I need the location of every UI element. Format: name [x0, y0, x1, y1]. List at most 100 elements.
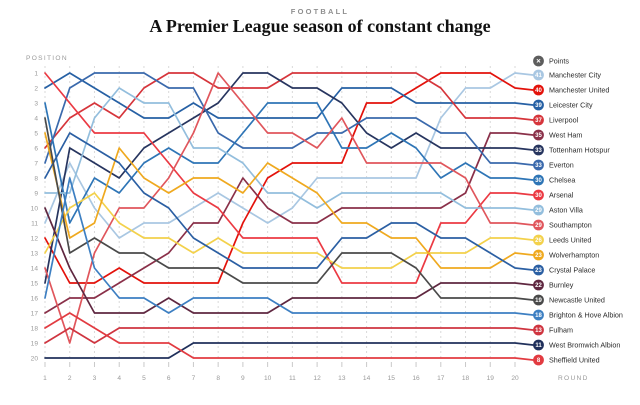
team-line-crystal-palace: [44, 132, 534, 271]
round-label: 17: [437, 375, 445, 382]
team-points-value: 30: [535, 193, 542, 199]
round-label: 5: [142, 375, 146, 382]
team-name: Sheffield United: [549, 356, 600, 365]
position-label: 15: [31, 280, 39, 287]
team-name: Chelsea: [549, 176, 575, 185]
team-points-badge-wolverhampton: [533, 249, 544, 261]
team-points-value: 33: [535, 148, 542, 154]
round-label: 15: [388, 375, 396, 382]
team-name: Liverpool: [549, 116, 579, 125]
team-line-burnley: [44, 207, 534, 314]
round-label: 10: [264, 375, 272, 382]
team-points-badge-west-bromwich-albion: [533, 339, 544, 351]
team-points-badge-crystal-palace: [533, 264, 544, 276]
team-points-badge-leeds-united: [533, 234, 544, 246]
team-line-brighton-hove-albion: [44, 177, 534, 316]
team-line-southampton: [44, 72, 534, 344]
round-label: 14: [363, 375, 371, 382]
round-label: 11: [289, 375, 296, 382]
round-label: 8: [216, 375, 220, 382]
team-points-badge-arsenal: [533, 189, 544, 201]
team-points-badge-aston-villa: [533, 204, 544, 216]
team-line-everton: [44, 72, 534, 166]
round-label: 19: [487, 375, 495, 382]
page-title: A Premier League season of constant chan…: [149, 16, 491, 36]
team-name: Manchester City: [549, 71, 601, 80]
position-label: 6: [34, 145, 38, 152]
team-line-west-ham: [44, 132, 534, 314]
team-line-newcastle-united: [44, 117, 534, 301]
team-points-badge-southampton: [533, 219, 544, 231]
position-label: 11: [31, 220, 38, 227]
team-line-tottenham-hotspur: [44, 72, 534, 284]
position-label: 1: [34, 70, 38, 77]
round-label: 12: [313, 375, 321, 382]
round-label: 20: [511, 375, 519, 382]
position-label: 18: [31, 325, 39, 332]
team-points-badge-tottenham-hotspur: [533, 144, 544, 156]
position-label: 16: [31, 295, 39, 302]
team-name: Arsenal: [549, 191, 574, 200]
round-label: 18: [462, 375, 470, 382]
team-points-badge-leicester-city: [533, 99, 544, 111]
team-line-manchester-city: [44, 72, 534, 239]
position-label: 19: [31, 340, 39, 347]
position-label: 13: [31, 250, 39, 257]
team-line-liverpool: [44, 72, 534, 149]
round-axis-title: ROUND: [558, 375, 589, 382]
team-name: Fulham: [549, 326, 573, 335]
position-label: 3: [34, 100, 38, 107]
team-points-value: 30: [535, 178, 542, 184]
round-label: 13: [338, 375, 346, 382]
round-label: 16: [412, 375, 420, 382]
round-label: 9: [241, 375, 245, 382]
team-name: Crystal Palace: [549, 266, 595, 275]
team-name: West Bromwich Albion: [549, 341, 620, 350]
team-points-value: 18: [535, 313, 542, 319]
team-name: Leicester City: [549, 101, 593, 110]
team-points-badge-manchester-city: [533, 69, 544, 81]
position-label: 5: [34, 130, 38, 137]
team-line-leeds-united: [44, 192, 534, 269]
team-points-value: 23: [535, 268, 542, 274]
round-label: 6: [167, 375, 171, 382]
team-line-fulham: [44, 327, 534, 344]
team-points-badge-chelsea: [533, 174, 544, 186]
team-points-value: 33: [535, 163, 542, 169]
team-points-badge-newcastle-united: [533, 294, 544, 306]
team-points-value: 19: [535, 298, 542, 304]
team-line-arsenal: [44, 72, 534, 284]
team-name: Burnley: [549, 281, 574, 290]
team-points-badge-sheffield-united: [533, 354, 544, 366]
team-line-wolverhampton: [44, 132, 534, 269]
round-label: 2: [68, 375, 72, 382]
round-label: 4: [117, 375, 121, 382]
team-points-value: 35: [535, 133, 542, 139]
team-name: Tottenham Hotspur: [549, 146, 610, 155]
team-name: West Ham: [549, 131, 582, 140]
team-name: Wolverhampton: [549, 251, 599, 260]
team-points-value: 29: [535, 208, 542, 214]
round-label: 3: [93, 375, 97, 382]
position-label: 8: [34, 175, 38, 182]
kicker: FOOTBALL: [290, 7, 350, 16]
team-points-badge-brighton-hove-albion: [533, 309, 544, 321]
team-points-badge-burnley: [533, 279, 544, 291]
team-points-badge-fulham: [533, 324, 544, 336]
team-line-sheffield-united: [44, 312, 534, 361]
team-points-badge-manchester-united: [533, 84, 544, 96]
team-name: Everton: [549, 161, 574, 170]
points-key-symbol: ✕: [536, 58, 541, 65]
position-label: 12: [31, 235, 39, 242]
team-name: Southampton: [549, 221, 592, 230]
position-label: 20: [31, 355, 39, 362]
team-line-west-bromwich-albion: [44, 342, 534, 359]
position-axis-title: POSITION: [26, 55, 68, 62]
points-key-icon: [533, 55, 544, 67]
team-points-value: 8: [537, 358, 541, 364]
team-points-badge-liverpool: [533, 114, 544, 126]
team-line-chelsea: [44, 102, 534, 224]
team-line-manchester-united: [44, 72, 534, 284]
